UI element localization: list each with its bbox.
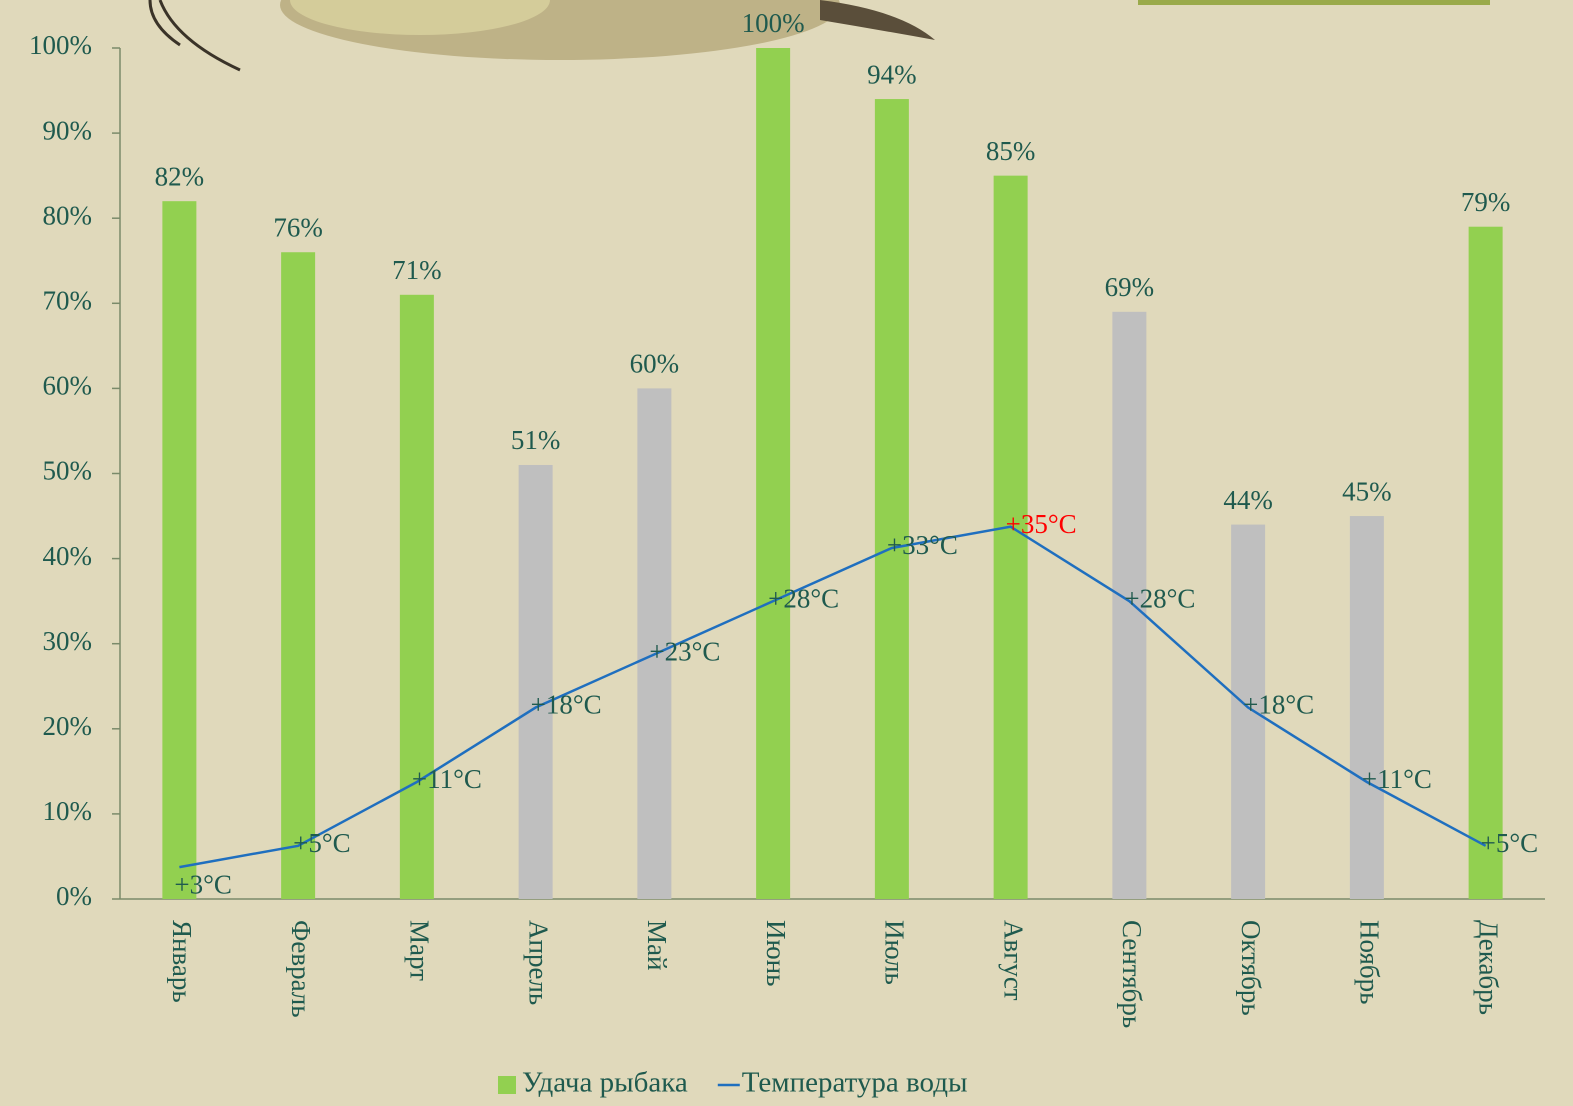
y-tick-label: 100%: [29, 30, 92, 60]
y-tick-label: 80%: [43, 200, 93, 230]
x-tick-label: Май: [642, 920, 672, 970]
x-tick-label: Февраль: [286, 920, 316, 1018]
data-label: +23°C: [649, 637, 720, 667]
data-label: +5°C: [1481, 828, 1539, 858]
data-label: 82%: [155, 161, 205, 191]
y-tick-label: 0%: [56, 881, 92, 911]
data-label: 60%: [630, 349, 680, 379]
bar: [1112, 311, 1147, 899]
bar: [518, 464, 553, 899]
data-label: +35°C: [1006, 509, 1077, 539]
bar: [162, 201, 197, 899]
bar: [874, 99, 909, 899]
bar: [1349, 516, 1384, 899]
line: [179, 525, 1487, 869]
data-label: 85%: [986, 136, 1036, 166]
data-label: +3°C: [174, 869, 232, 899]
data-label: +18°C: [1243, 690, 1314, 720]
y-tick-label: 70%: [43, 286, 93, 316]
x-tick-label: Август: [998, 920, 1028, 1001]
x-tick-label: Ноябрь: [1355, 920, 1385, 1004]
bar: [399, 294, 434, 899]
data-label: 76%: [273, 212, 323, 242]
y-tick-label: 90%: [43, 115, 93, 145]
bar: [756, 48, 791, 899]
data-label: 94%: [867, 59, 917, 89]
data-label: +18°C: [531, 690, 602, 720]
y-tick-label: 10%: [43, 796, 93, 826]
x-tick-label: Апрель: [523, 920, 553, 1005]
bar: [637, 388, 672, 899]
x-tick-label: Сентябрь: [1117, 920, 1147, 1028]
data-label: +28°C: [1124, 583, 1195, 613]
x-tick-label: Январь: [167, 920, 197, 1003]
data-label: 45%: [1342, 476, 1392, 506]
x-tick-label: Март: [405, 920, 435, 981]
x-tick-label: Июль: [880, 920, 910, 985]
data-label: 69%: [1105, 272, 1155, 302]
legend-label: Удача рыбака: [522, 1067, 688, 1099]
data-label: 79%: [1461, 187, 1511, 217]
x-tick-label: Июнь: [761, 920, 791, 986]
y-tick-label: 40%: [43, 541, 93, 571]
data-label: +11°C: [412, 764, 482, 794]
data-label: +5°C: [293, 828, 351, 858]
data-label: 51%: [511, 425, 561, 455]
legend-label: Температура воды: [742, 1067, 968, 1099]
fish-illustration: [148, 0, 935, 72]
x-tick-label: Декабрь: [1473, 920, 1503, 1015]
data-label: 71%: [392, 255, 442, 285]
x-tick-label: Октябрь: [1236, 920, 1266, 1016]
bar: [281, 252, 316, 900]
y-tick-label: 60%: [43, 371, 93, 401]
decor-bar: [1138, 0, 1490, 5]
legend-swatch: [498, 1076, 516, 1094]
bar: [1231, 524, 1266, 899]
data-label: +33°C: [887, 530, 958, 560]
bar: [993, 175, 1028, 899]
y-tick-label: 20%: [43, 711, 93, 741]
y-tick-label: 30%: [43, 626, 93, 656]
bar: [1468, 226, 1503, 899]
data-label: 44%: [1223, 485, 1273, 515]
y-tick-label: 50%: [43, 456, 93, 486]
data-label: +11°C: [1362, 764, 1432, 794]
data-label: +28°C: [768, 583, 839, 613]
data-label: 100%: [742, 8, 805, 38]
